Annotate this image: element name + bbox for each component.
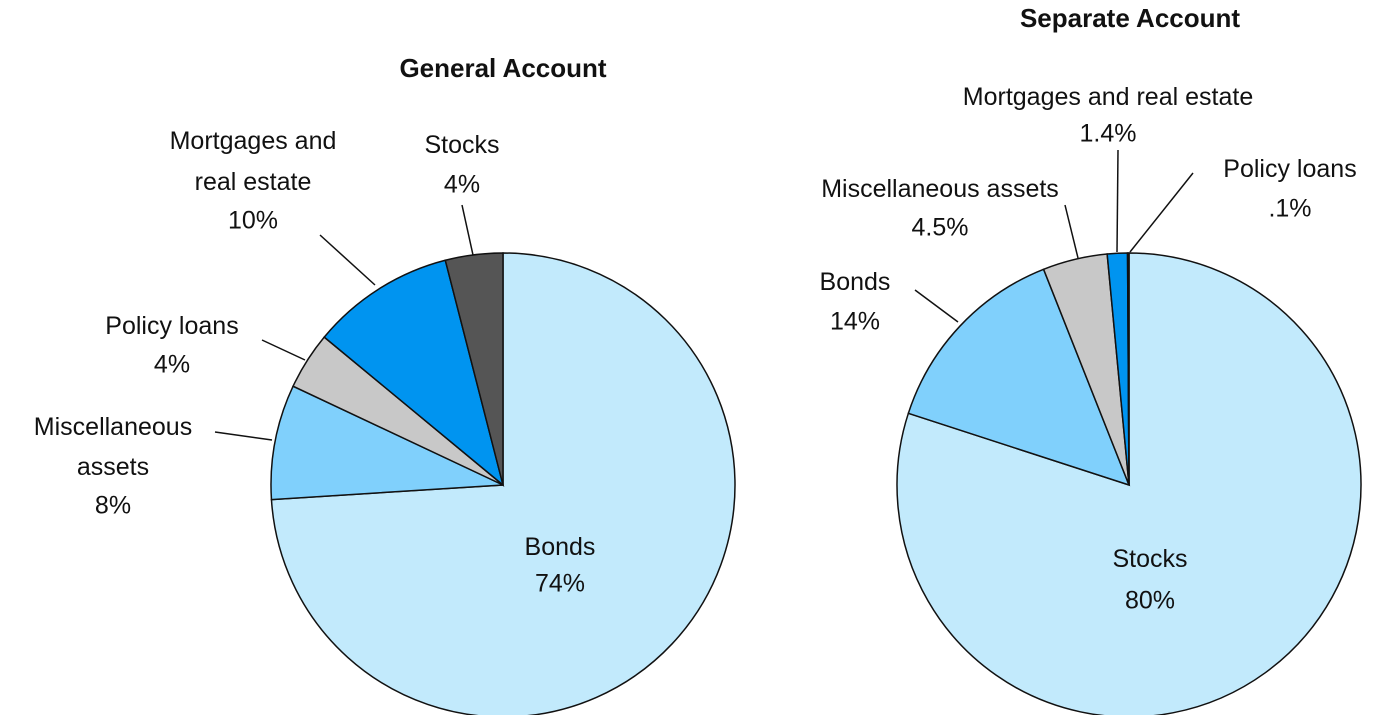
slice-label: Stocks (1112, 545, 1187, 573)
pie-slice (1126, 252, 1130, 486)
chart-title: General Account (399, 53, 606, 83)
leader-line (261, 339, 306, 361)
pie-slice (270, 385, 504, 501)
leader-line (214, 431, 273, 441)
slice-label: Policy loans (1223, 155, 1356, 183)
slice-label: Miscellaneous assets (821, 175, 1059, 203)
pie-slice (907, 268, 1131, 487)
slice-label: Policy loans (105, 312, 238, 340)
slice-label: Stocks (424, 131, 499, 159)
slice-label: Miscellaneous assets (34, 413, 192, 481)
value-label: 74% (535, 570, 585, 598)
slice-label: Mortgages and real estate (963, 83, 1253, 111)
value-label: 10% (228, 207, 278, 235)
leader-line (319, 234, 376, 286)
value-label: 8% (95, 492, 131, 520)
value-label: 80% (1125, 587, 1175, 615)
value-label: .1% (1268, 195, 1311, 223)
chart-title: Separate Account (1020, 3, 1240, 33)
leader-line (1064, 204, 1079, 259)
slice-label: Bonds (525, 533, 596, 561)
value-label: 4% (444, 171, 480, 199)
value-label: 1.4% (1080, 120, 1137, 148)
leader-line (461, 204, 474, 256)
value-label: 14% (830, 308, 880, 336)
leader-line (914, 289, 959, 323)
leader-line (1116, 149, 1119, 253)
pie-slice (444, 252, 504, 486)
value-label: 4% (154, 351, 190, 379)
slice-label: Mortgages and real estate (170, 127, 337, 196)
slice-label: Bonds (820, 268, 891, 296)
pie-slice (323, 259, 505, 488)
leader-line (1129, 172, 1194, 253)
value-label: 4.5% (912, 214, 969, 242)
